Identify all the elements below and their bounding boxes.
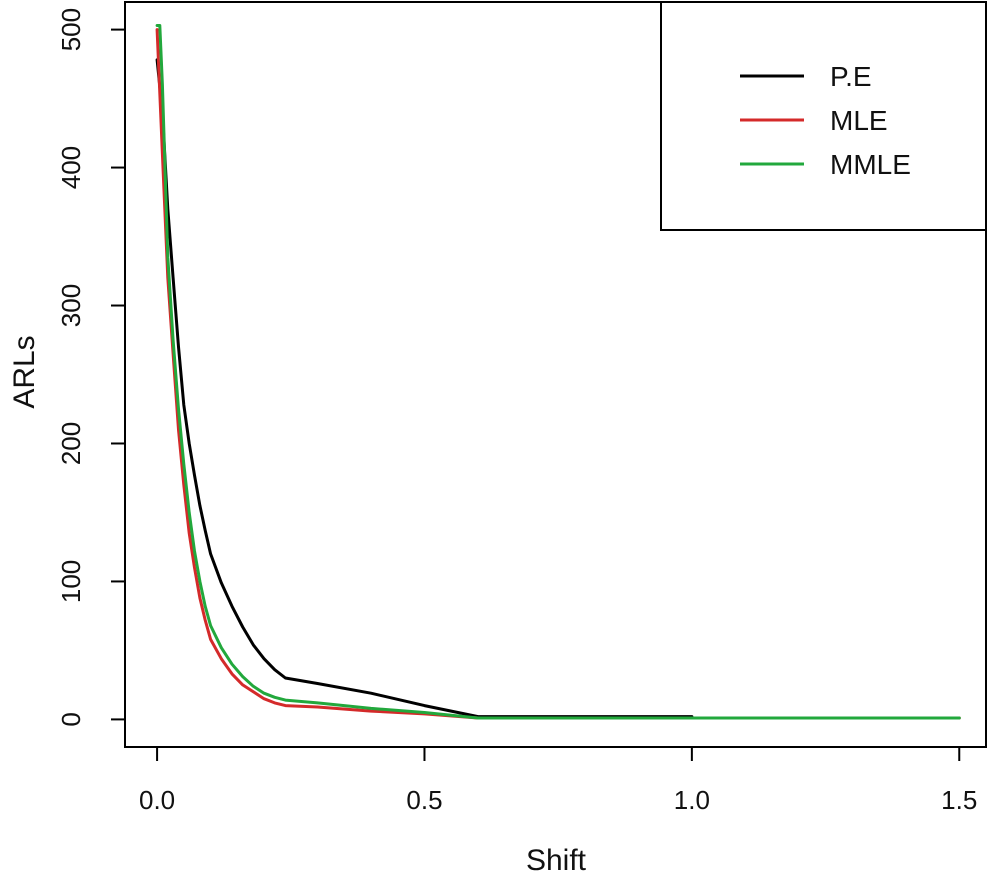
y-tick-label: 0 bbox=[56, 712, 86, 726]
legend-label-mle: MLE bbox=[830, 105, 888, 136]
legend: P.E MLE MMLE bbox=[660, 1, 987, 231]
series-layer bbox=[155, 24, 961, 720]
x-tick-label: 1.0 bbox=[674, 785, 710, 815]
y-axis-label: ARLs bbox=[8, 335, 41, 408]
series-line-pe bbox=[155, 58, 694, 719]
x-axis: 0.0 0.5 1.0 1.5 bbox=[139, 747, 977, 815]
plot-frame bbox=[124, 1, 987, 748]
series-line-mmle bbox=[155, 24, 961, 720]
legend-box bbox=[660, 1, 987, 231]
y-axis: 0 100 200 300 400 500 bbox=[56, 8, 125, 727]
x-tick-label: 1.5 bbox=[941, 785, 977, 815]
y-tick-label: 300 bbox=[56, 284, 86, 327]
y-tick-label: 200 bbox=[56, 422, 86, 465]
legend-label-pe: P.E bbox=[830, 61, 872, 92]
y-tick-label: 500 bbox=[56, 8, 86, 51]
series-line-mle bbox=[155, 28, 961, 720]
legend-label-mmle: MMLE bbox=[830, 149, 911, 180]
x-tick-label: 0.0 bbox=[139, 785, 175, 815]
y-tick-label: 100 bbox=[56, 560, 86, 603]
x-tick-label: 0.5 bbox=[406, 785, 442, 815]
x-axis-label: Shift bbox=[526, 844, 587, 875]
y-tick-label: 400 bbox=[56, 146, 86, 189]
